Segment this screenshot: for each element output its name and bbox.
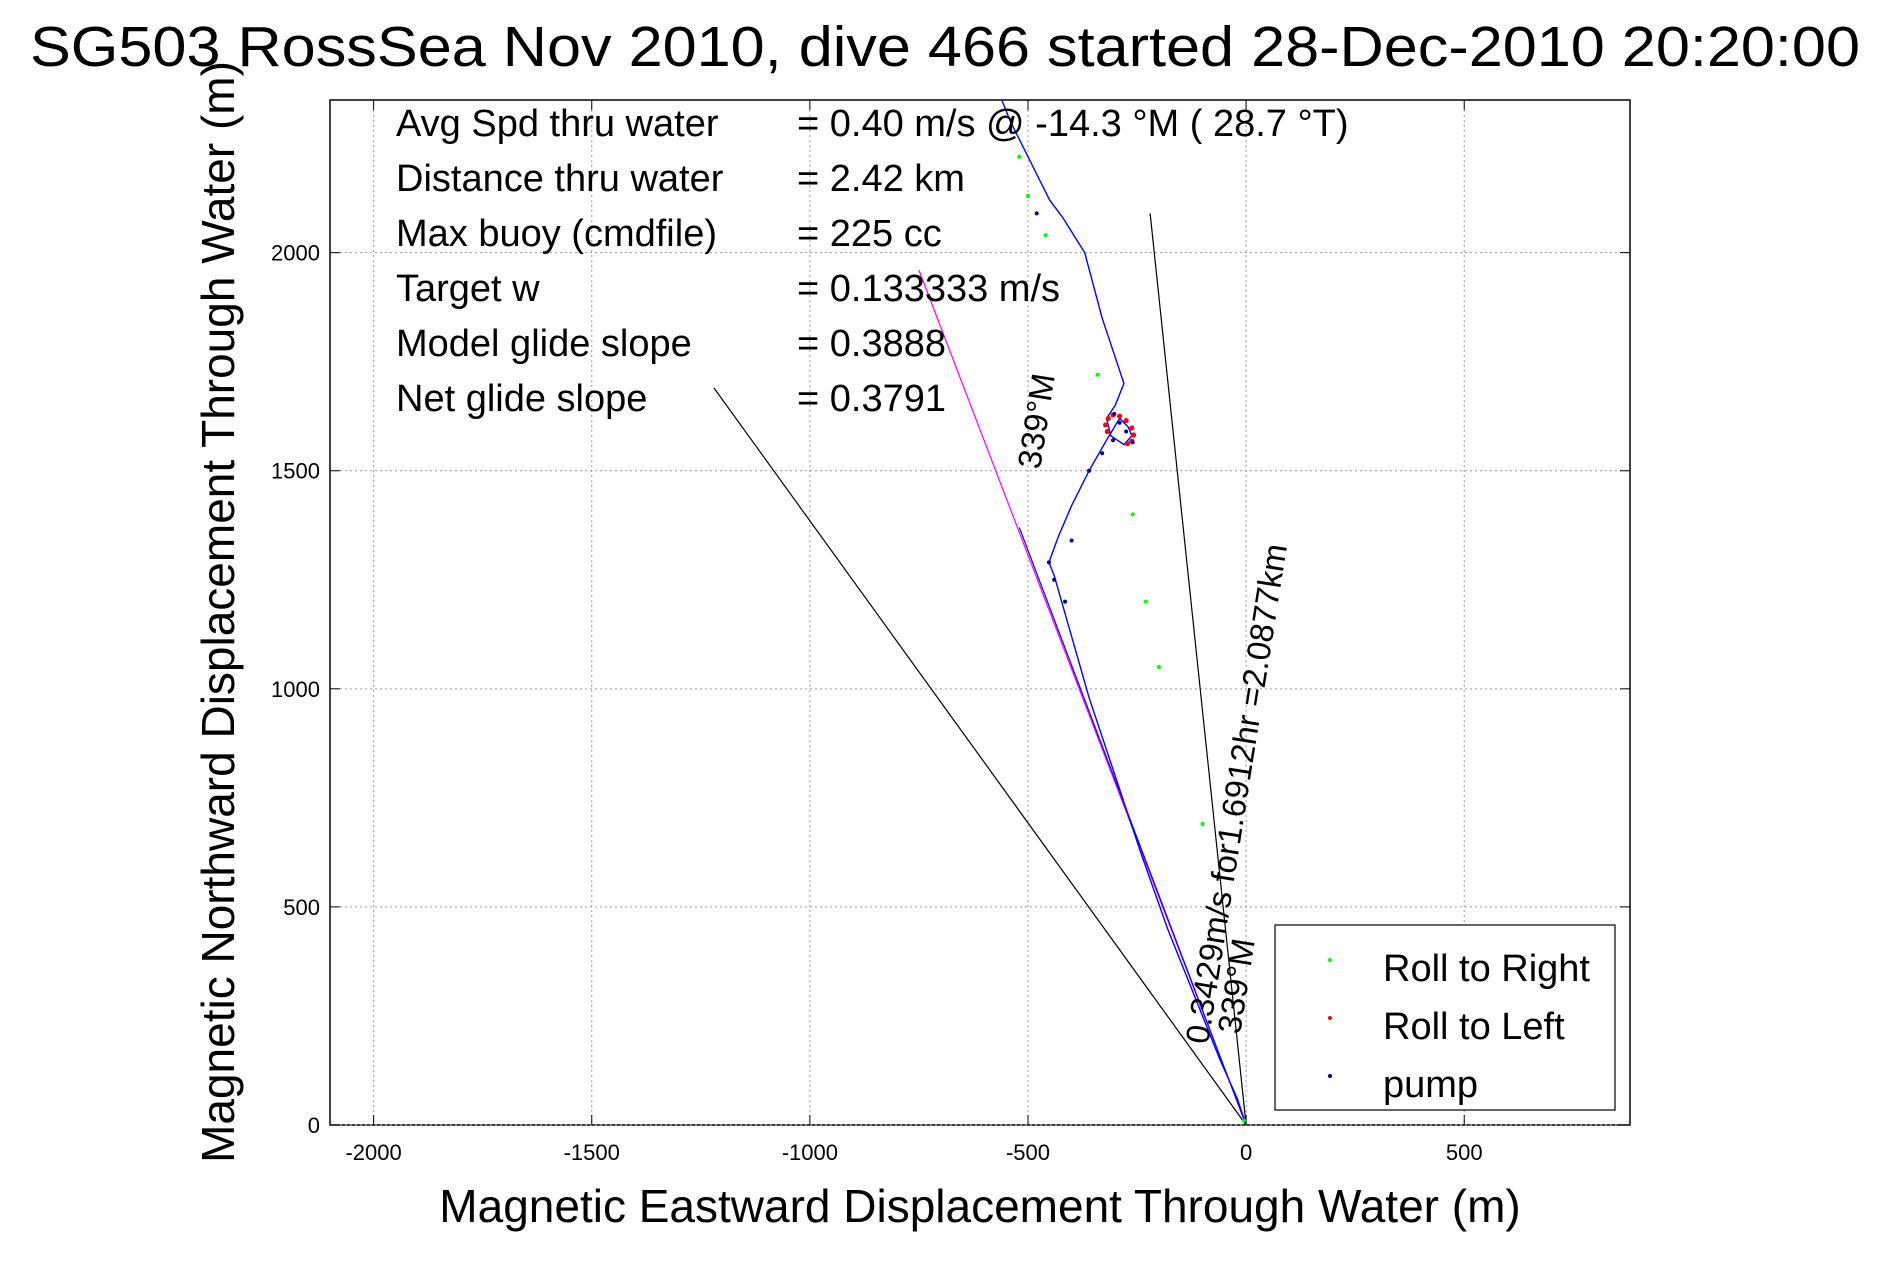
roll-right-point: [1130, 512, 1135, 517]
x-tick-label: -1000: [782, 1140, 838, 1165]
roll-left-point: [1105, 415, 1111, 422]
roll-right-point: [1017, 154, 1022, 159]
legend-label-pump: pump: [1383, 1064, 1478, 1106]
pump-point: [1112, 412, 1117, 417]
legend-label-roll-right: Roll to Right: [1383, 948, 1590, 990]
roll-right-point: [1143, 599, 1148, 604]
roll-right-point: [1095, 372, 1100, 377]
roll-right-point: [1241, 1118, 1246, 1123]
info-label-distance: Distance thru water: [396, 158, 724, 200]
info-value-net-glide: = 0.3791: [797, 378, 946, 420]
x-tick-label: 500: [1446, 1140, 1483, 1165]
pump-point: [1052, 577, 1057, 582]
info-label-max-buoy: Max buoy (cmdfile): [396, 213, 717, 255]
legend: Roll to Right Roll to Left pump: [1274, 924, 1616, 1111]
roll-left-point: [1130, 432, 1137, 438]
x-tick-label: -500: [1006, 1140, 1050, 1165]
info-value-avg-speed: = 0.40 m/s @ -14.3 °M ( 28.7 °T): [797, 103, 1349, 145]
y-tick-label: 0: [308, 1113, 320, 1138]
pump-point: [1069, 538, 1074, 543]
pump-point: [1130, 440, 1135, 445]
info-value-distance: = 2.42 km: [797, 158, 965, 200]
y-tick-label: 1500: [271, 459, 320, 484]
legend-label-roll-left: Roll to Left: [1383, 1006, 1565, 1048]
pump-point: [1117, 420, 1122, 425]
info-value-model-glide: = 0.3888: [797, 323, 946, 365]
info-label-model-glide: Model glide slope: [396, 323, 692, 365]
roll-left-point: [1103, 422, 1109, 428]
pump-point: [1034, 211, 1039, 216]
info-label-net-glide: Net glide slope: [396, 378, 647, 420]
y-tick-label: 2000: [271, 241, 320, 266]
legend-marker-pump: [1328, 1074, 1332, 1078]
y-tick-label: 1000: [271, 677, 320, 702]
legend-marker-roll-left: [1328, 1016, 1332, 1020]
roll-left-point: [1123, 417, 1129, 424]
y-tick-label: 500: [283, 895, 320, 920]
roll-right-point: [1200, 822, 1205, 827]
roll-left-point: [1129, 425, 1135, 431]
y-axis-ticks: 0 500 1000 1500 2000: [271, 241, 1630, 1138]
info-block: Avg Spd thru water = 0.40 m/s @ -14.3 °M…: [396, 103, 1349, 420]
reference-line: [713, 387, 1247, 1126]
legend-marker-roll-right: [1328, 958, 1332, 962]
pump-point: [1063, 599, 1068, 604]
x-tick-label: 0: [1240, 1140, 1252, 1165]
x-tick-label: -1500: [564, 1140, 620, 1165]
roll-right-point: [1025, 193, 1030, 198]
pump-point: [1087, 468, 1092, 473]
pump-point: [1111, 438, 1116, 443]
x-tick-label: -2000: [345, 1140, 401, 1165]
grid-lines: [330, 100, 1630, 1126]
roll-right-point: [1156, 665, 1161, 670]
info-value-target-w: = 0.133333 m/s: [797, 268, 1060, 310]
pump-point: [1046, 560, 1051, 565]
marker-points: [1017, 154, 1246, 1123]
info-label-avg-speed: Avg Spd thru water: [396, 103, 719, 145]
roll-left-point: [1124, 441, 1131, 447]
reference-line: [1149, 213, 1247, 1126]
info-value-max-buoy: = 225 cc: [797, 213, 942, 255]
pump-point: [1100, 451, 1105, 456]
y-axis-label: Magnetic Northward Displacement Through …: [192, 61, 244, 1163]
pump-point: [1124, 429, 1129, 434]
roll-left-point: [1116, 413, 1123, 419]
info-label-target-w: Target w: [396, 268, 540, 310]
x-axis-ticks: -2000 -1500 -1000 -500 0 500: [345, 100, 1483, 1165]
chart-title: SG503 RossSea Nov 2010, dive 466 started…: [30, 15, 1860, 79]
roll-right-point: [1043, 233, 1048, 238]
roll-left-point: [1104, 428, 1110, 435]
x-axis-label: Magnetic Eastward Displacement Through W…: [439, 1180, 1520, 1232]
